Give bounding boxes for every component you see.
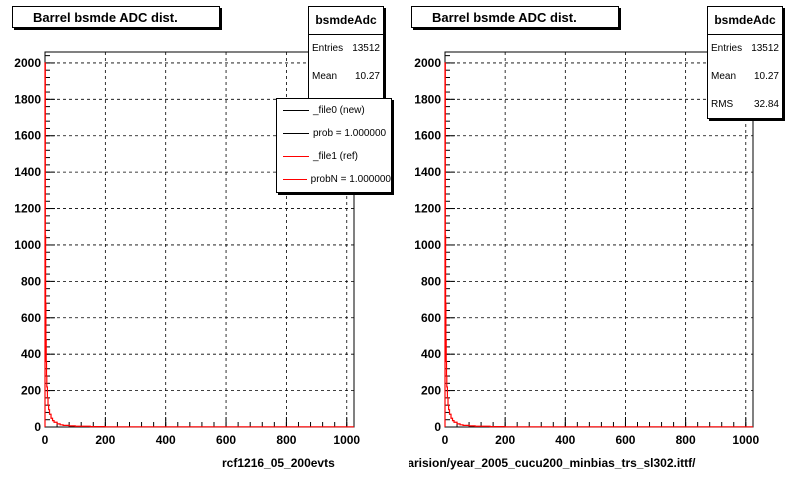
x-tick-label: 0 [42,433,49,447]
stats-label: Entries [711,43,743,54]
stats-box-right: bsmdeAdc Entries 13512 Mean 10.27 RMS 32… [707,6,783,119]
stats-value: 32.84 [753,99,779,110]
y-tick-label: 1800 [14,92,41,106]
legend-line-swatch [283,156,309,157]
legend-label: prob = 1.000000 [313,128,387,139]
x-tick-label: 1000 [333,433,360,447]
y-tick-label: 600 [21,311,41,325]
legend-item-probn: probN = 1.000000 [277,168,391,191]
x-tick-label: 400 [156,433,176,447]
x-tick-label: 0 [442,433,449,447]
stats-value: 13512 [352,43,380,54]
stats-name: bsmdeAdc [309,7,383,35]
y-tick-label: 0 [34,420,41,434]
y-tick-label: 800 [421,274,441,288]
legend-line-swatch [283,179,307,180]
y-tick-label: 200 [421,384,441,398]
legend-line-swatch [283,110,309,111]
stats-label: Entries [312,43,344,54]
y-tick-label: 200 [21,384,41,398]
x-tick-label: 400 [555,433,575,447]
histogram-series-line [44,62,354,428]
y-tick-label: 1400 [414,165,441,179]
stats-label: Mean [711,71,737,82]
y-tick-label: 1200 [414,202,441,216]
x-tick-label: 800 [676,433,696,447]
x-tick-label: 200 [495,433,515,447]
stats-value: 10.27 [753,71,779,82]
stats-name: bsmdeAdc [708,7,782,35]
y-tick-label: 1600 [14,129,41,143]
legend-line-swatch [283,133,309,134]
file-caption-right-clip: parision/year_2005_cucu200_minbias_trs_s… [409,456,739,474]
x-tick-label: 600 [615,433,635,447]
legend-label: _file0 (new) [313,105,365,116]
legend-label: _file1 (ref) [313,151,359,162]
stats-row-rms: RMS 32.84 [708,91,782,119]
histogram-title-text: Barrel bsmde ADC dist. [33,10,178,25]
x-tick-label: 1000 [732,433,759,447]
y-tick-label: 1200 [14,202,41,216]
histogram-series-line [444,62,753,428]
x-tick-label: 200 [95,433,115,447]
x-tick-label: 800 [276,433,296,447]
stats-value: 10.27 [354,71,380,82]
y-tick-label: 1000 [14,238,41,252]
stats-value: 13512 [751,43,779,54]
stats-row-mean: Mean 10.27 [309,63,383,91]
stats-row-entries: Entries 13512 [309,35,383,63]
stats-label: Mean [312,71,338,82]
legend-label: probN = 1.000000 [310,174,391,185]
legend-item-ref: _file1 (ref) [277,145,391,168]
histogram-title-right: Barrel bsmde ADC dist. [411,6,619,28]
legend-item-prob: prob = 1.000000 [277,122,391,145]
y-tick-label: 1400 [14,165,41,179]
stats-label: RMS [711,99,734,110]
legend-item-new: _file0 (new) [277,99,391,122]
legend-box: _file0 (new) prob = 1.000000 _file1 (ref… [276,98,392,193]
y-tick-label: 0 [434,420,441,434]
stats-row-mean: Mean 10.27 [708,63,782,91]
y-tick-label: 1800 [414,92,441,106]
y-tick-label: 1600 [414,129,441,143]
y-tick-label: 600 [421,311,441,325]
stats-box-left: bsmdeAdc Entries 13512 Mean 10.27 [308,6,384,101]
y-tick-label: 400 [21,347,41,361]
histogram-title-text: Barrel bsmde ADC dist. [432,10,577,25]
y-tick-label: 800 [21,274,41,288]
y-tick-label: 2000 [14,56,41,70]
stats-row-entries: Entries 13512 [708,35,782,63]
histogram-title-left: Barrel bsmde ADC dist. [12,6,220,28]
y-tick-label: 2000 [414,56,441,70]
y-tick-label: 1000 [414,238,441,252]
y-tick-label: 400 [421,347,441,361]
x-tick-label: 600 [216,433,236,447]
file-caption-left: rcf1216_05_200evts [222,456,335,470]
file-caption-right: parision/year_2005_cucu200_minbias_trs_s… [409,456,696,470]
